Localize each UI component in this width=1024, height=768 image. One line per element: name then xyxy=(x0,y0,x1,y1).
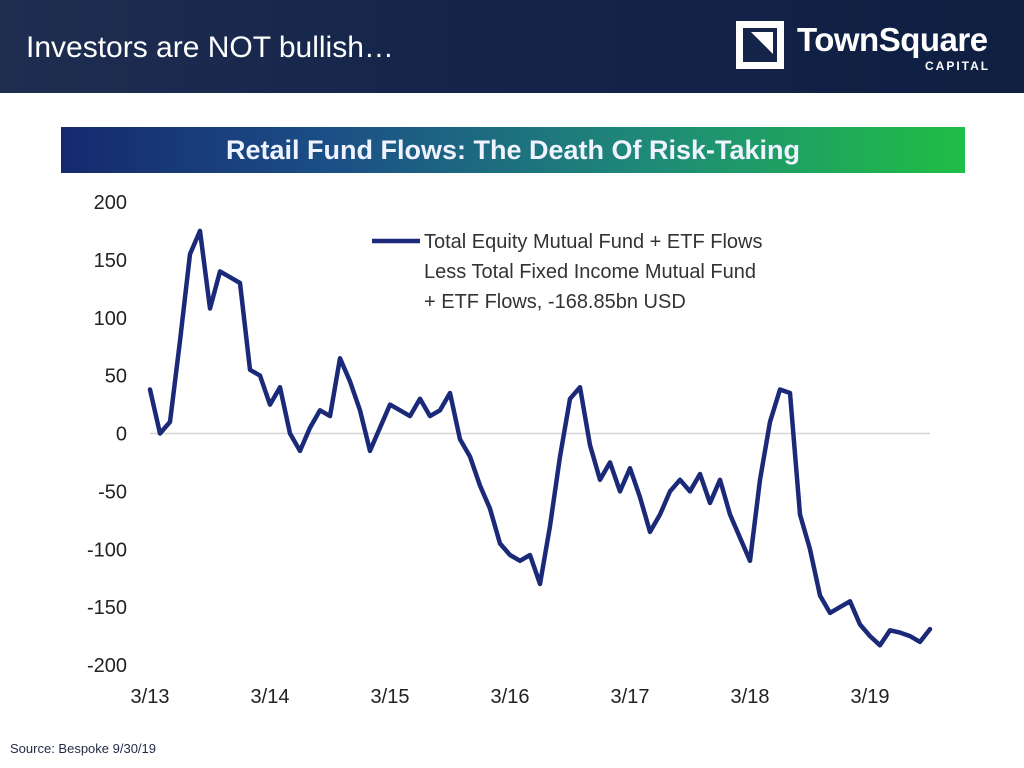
chart-title: Retail Fund Flows: The Death Of Risk-Tak… xyxy=(225,135,801,165)
x-tick-label: 3/13 xyxy=(131,686,170,708)
y-tick-label: 0 xyxy=(116,424,127,446)
chart-title-banner: Retail Fund Flows: The Death Of Risk-Tak… xyxy=(61,127,965,173)
series-line xyxy=(147,228,933,648)
y-tick-label: 100 xyxy=(94,308,127,330)
slide-title: Investors are NOT bullish… xyxy=(26,31,394,64)
y-tick-label: 200 xyxy=(94,192,127,214)
x-axis-ticks: 3/13 3/14 3/15 3/16 3/17 3/18 3/19 xyxy=(131,686,890,708)
company-logo: TownSquare CAPITAL xyxy=(735,20,995,74)
logo-subtitle: CAPITAL xyxy=(925,59,991,73)
x-tick-label: 3/19 xyxy=(851,686,890,708)
legend: Total Equity Mutual Fund + ETF Flows Less… xyxy=(372,231,762,313)
y-tick-label: -150 xyxy=(87,597,127,619)
x-tick-label: 3/18 xyxy=(731,686,770,708)
x-tick-label: 3/17 xyxy=(611,686,650,708)
source-note: Source: Bespoke 9/30/19 xyxy=(10,741,156,756)
legend-label-line: + ETF Flows, -168.85bn USD xyxy=(424,291,686,313)
legend-label-line: Less Total Fixed Income Mutual Fund xyxy=(424,261,756,283)
y-tick-label: -50 xyxy=(98,481,127,503)
legend-label-line: Total Equity Mutual Fund + ETF Flows xyxy=(424,231,762,253)
logo-name: TownSquare xyxy=(797,21,988,58)
x-tick-label: 3/14 xyxy=(251,686,290,708)
slide-header: Investors are NOT bullish… TownSquare CA… xyxy=(0,0,1024,93)
x-tick-label: 3/15 xyxy=(371,686,410,708)
townsquare-logo-mark-icon xyxy=(736,21,784,69)
y-tick-label: 150 xyxy=(94,250,127,272)
y-axis-ticks: 200 150 100 50 0 -50 -100 -150 -200 xyxy=(87,192,127,677)
y-tick-label: -200 xyxy=(87,655,127,677)
y-tick-label: -100 xyxy=(87,539,127,561)
x-tick-label: 3/16 xyxy=(491,686,530,708)
y-tick-label: 50 xyxy=(105,366,127,388)
